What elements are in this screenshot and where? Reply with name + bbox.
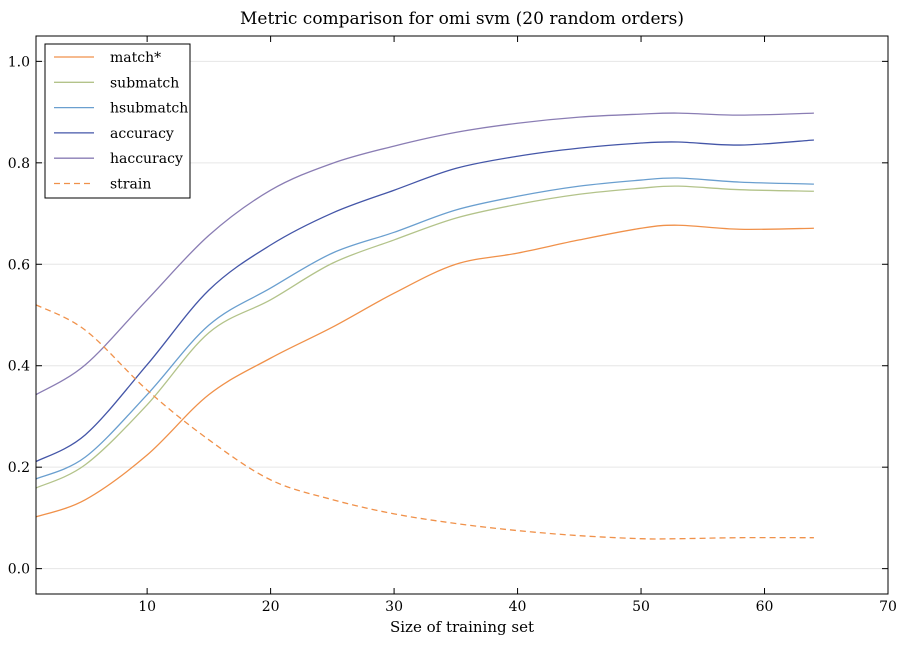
legend-label: strain — [110, 177, 151, 193]
y-tick-label: 1.0 — [8, 54, 30, 70]
x-tick-label: 70 — [879, 599, 897, 615]
plot-frame — [35, 35, 889, 595]
series-lines — [35, 112, 814, 540]
legend: match* submatch hsubmatch accuracy haccuracy… — [44, 43, 191, 199]
x-tick-label: 20 — [262, 599, 280, 615]
y-tick-label: 0.8 — [8, 156, 30, 172]
legend-label: submatch — [110, 75, 179, 91]
series-line-match — [35, 224, 814, 518]
legend-label: accuracy — [110, 126, 174, 142]
series-line-accuracy — [35, 139, 814, 463]
series-line-strain — [35, 304, 814, 540]
y-tick-label: 0.0 — [8, 562, 30, 578]
y-tick-label: 0.6 — [8, 257, 30, 273]
x-tick-label: 30 — [385, 599, 403, 615]
series-line-submatch — [35, 185, 814, 489]
y-tick-label: 0.4 — [8, 359, 30, 375]
chart-title: Metric comparison for omi svm (20 random… — [240, 9, 684, 29]
y-tick-label: 0.2 — [8, 460, 30, 476]
x-tick-label: 60 — [756, 599, 774, 615]
x-axis-label: Size of training set — [390, 618, 534, 636]
x-tick-label: 10 — [138, 599, 156, 615]
legend-label: haccuracy — [110, 151, 183, 167]
legend-label: hsubmatch — [110, 101, 188, 117]
x-tick-label: 50 — [632, 599, 650, 615]
x-tick-label: 40 — [509, 599, 527, 615]
legend-box — [44, 43, 191, 199]
series-line-haccuracy — [35, 112, 814, 396]
legend-label: match* — [110, 50, 161, 66]
series-line-hsubmatch — [35, 177, 814, 480]
axis-ticks: 0.0 0.2 0.4 0.6 0.8 1.0 10 20 30 40 50 60 70 — [8, 36, 897, 615]
